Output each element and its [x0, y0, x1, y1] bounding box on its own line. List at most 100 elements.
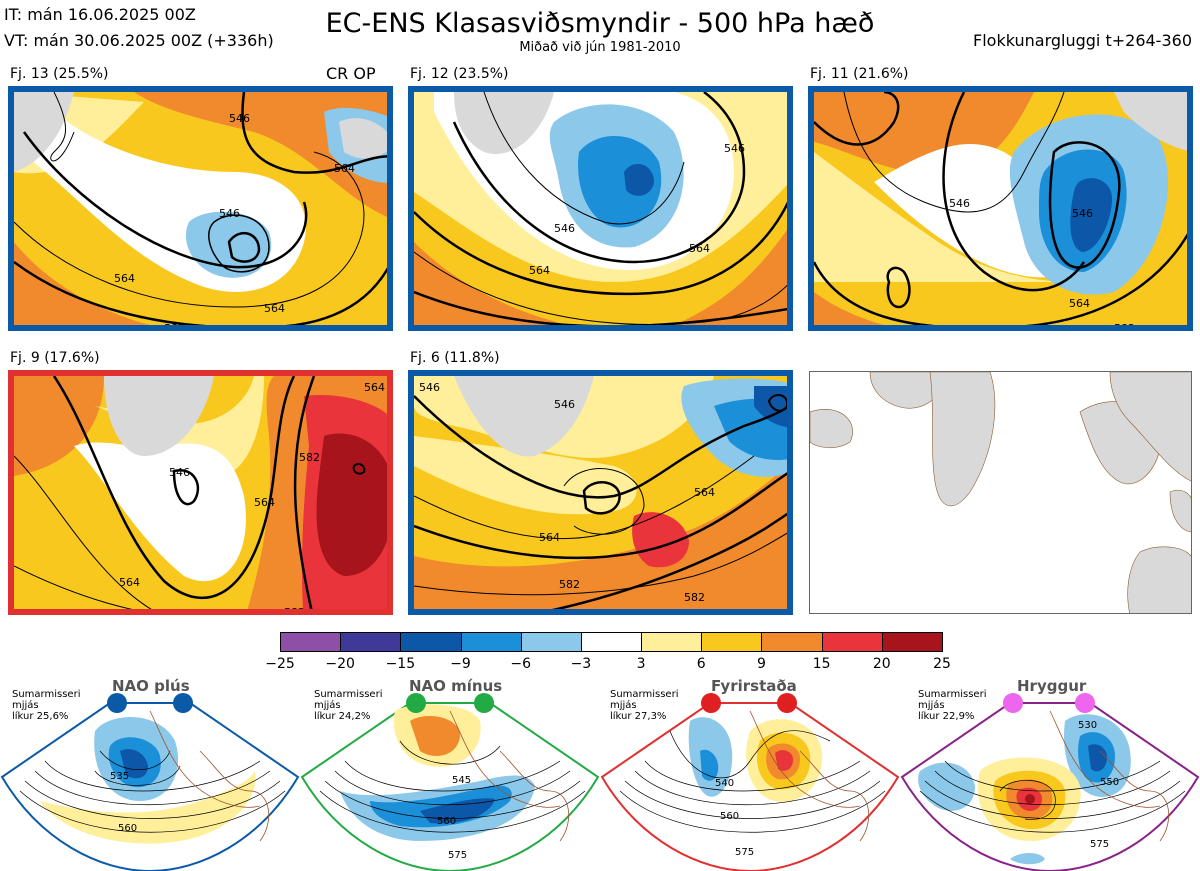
- contour-label: 564: [694, 486, 715, 499]
- cluster-panel-4[interactable]: 546 564 582 564 582 564: [8, 370, 393, 615]
- cluster-map-3: 546 564 582 546: [814, 92, 1187, 331]
- cluster-panel-5[interactable]: 546 546 564 582 582 564: [408, 370, 793, 615]
- regime-map: 540 560 575: [600, 693, 900, 871]
- contour-label: 546: [724, 142, 745, 155]
- regime-map: 535 560: [0, 693, 300, 871]
- contour-label: 582: [684, 591, 705, 604]
- contour-label: 546: [1072, 207, 1093, 220]
- colorbar-tick-label: 20: [872, 656, 891, 672]
- contour-label: 540: [715, 778, 734, 789]
- regime-months: mjjás: [610, 700, 637, 711]
- contour-label: 582: [164, 322, 185, 331]
- colorbar-swatch: [761, 632, 823, 652]
- contour-label: 564: [364, 381, 385, 394]
- colorbar-swatch: [460, 632, 522, 652]
- colorbar-tick-label: −25: [265, 656, 295, 672]
- regime-panel-blocking[interactable]: Sumarmisseri mjjás líkur 27,3% Fyrirstað…: [600, 675, 900, 871]
- regime-panel-nao-minus[interactable]: Sumarmisseri mjjás líkur 24,2% NAO mínus…: [300, 675, 600, 871]
- contour-label: 546: [229, 112, 250, 125]
- contour-label: 546: [169, 466, 190, 479]
- control-run-label: CR OP: [326, 64, 376, 83]
- contour-label: 575: [1090, 839, 1109, 850]
- regime-title: NAO mínus: [409, 677, 503, 695]
- panel-label-2: Fj. 12 (23.5%): [410, 66, 509, 82]
- contour-label: 582: [299, 451, 320, 464]
- regime-panel-ridge[interactable]: Sumarmisseri mjjás líkur 22,9% Hryggur: [900, 675, 1200, 871]
- cluster-map-1: 546 564 582 546 564 564: [14, 92, 387, 331]
- colorbar-tick-label: −15: [385, 656, 416, 672]
- regime-months: mjjás: [12, 700, 39, 711]
- regime-season: Sumarmisseri: [12, 689, 81, 700]
- contour-label: 582: [589, 325, 610, 331]
- regime-title: NAO plús: [112, 677, 190, 695]
- cluster-map-5: 546 546 564 582 582 564: [414, 376, 787, 609]
- contour-label: 550: [1100, 777, 1119, 788]
- regime-dot-icon: [1003, 693, 1023, 713]
- regime-map: 530 550 575: [900, 693, 1200, 871]
- page-title: EC-ENS Klasasviðsmyndir - 500 hPa hæð: [325, 8, 875, 39]
- colorbar-swatch: [821, 632, 883, 652]
- colorbar-swatch: [881, 632, 943, 652]
- contour-label: 546: [554, 398, 575, 411]
- cluster-panel-3[interactable]: 546 564 582 546: [808, 86, 1193, 331]
- colorbar-swatch: [280, 632, 342, 652]
- colorbar-tick-label: −6: [510, 656, 532, 672]
- contour-label: 560: [720, 811, 739, 822]
- regime-dot-icon: [406, 693, 426, 713]
- contour-label: 575: [735, 847, 754, 858]
- page-subtitle: Miðað við jún 1981-2010: [519, 40, 681, 55]
- valid-time-label: VT: mán 30.06.2025 00Z (+336h): [4, 31, 274, 50]
- regime-months: mjjás: [918, 700, 945, 711]
- contour-label: 564: [254, 496, 275, 509]
- contour-label: 564: [539, 531, 560, 544]
- colorbar-swatch: [520, 632, 582, 652]
- colorbar-tick-label: −9: [450, 656, 471, 672]
- cluster-panel-2[interactable]: 546 564 582 564 546: [408, 86, 793, 331]
- contour-label: 564: [334, 162, 355, 175]
- regime-dot-icon: [173, 693, 193, 713]
- contour-label: 546: [554, 222, 575, 235]
- contour-label: 546: [949, 197, 970, 210]
- regime-probability: líkur 22,9%: [918, 711, 975, 722]
- colorbar-swatch: [701, 632, 763, 652]
- cluster-panel-1[interactable]: 546 564 582 546 564 564: [8, 86, 393, 331]
- contour-label: 582: [559, 578, 580, 591]
- colorbar-tick-label: 15: [812, 656, 831, 672]
- colorbar-tick-label: −3: [570, 656, 592, 672]
- contour-label: 564: [1069, 297, 1090, 310]
- classification-window-label: Flokkunargluggi t+264-360: [973, 31, 1192, 50]
- regime-probability: líkur 24,2%: [314, 711, 371, 722]
- contour-label: 564: [119, 576, 140, 589]
- colorbar: [280, 632, 943, 652]
- contour-label: 546: [219, 207, 240, 220]
- contour-label: 564: [114, 272, 135, 285]
- initial-time-label: IT: mán 16.06.2025 00Z: [4, 5, 196, 24]
- contour-label: 582: [284, 606, 305, 615]
- regime-title: Hryggur: [1017, 677, 1087, 695]
- colorbar-swatch: [641, 632, 703, 652]
- base-map: [810, 372, 1191, 613]
- contour-label: 575: [448, 850, 467, 861]
- regime-dot-icon: [474, 693, 494, 713]
- colorbar-tick-label: 6: [696, 656, 706, 672]
- contour-label: 546: [419, 381, 440, 394]
- contour-label: 564: [529, 264, 550, 277]
- regime-panel-nao-plus[interactable]: Sumarmisseri mjjás líkur 25,6% NAO plús …: [0, 675, 300, 871]
- regime-dot-icon: [777, 693, 797, 713]
- regime-season: Sumarmisseri: [610, 689, 679, 700]
- regime-dot-icon: [701, 693, 721, 713]
- contour-label: 582: [1114, 322, 1135, 331]
- contour-label: 530: [1078, 720, 1097, 731]
- panel-label-4: Fj. 9 (17.6%): [10, 350, 100, 366]
- colorbar-tick-label: 9: [756, 656, 766, 672]
- contour-label: 564: [689, 242, 710, 255]
- regime-probability: líkur 27,3%: [610, 711, 667, 722]
- colorbar-swatch: [340, 632, 402, 652]
- colorbar-swatch: [580, 632, 643, 652]
- regime-probability: líkur 25,6%: [12, 711, 69, 722]
- regime-row: Sumarmisseri mjjás líkur 25,6% NAO plús …: [0, 675, 1200, 871]
- regime-title: Fyrirstaða: [711, 677, 797, 695]
- contour-label: 564: [264, 302, 285, 315]
- regime-map: 545 560 575: [300, 693, 600, 871]
- contour-label: 560: [437, 816, 456, 827]
